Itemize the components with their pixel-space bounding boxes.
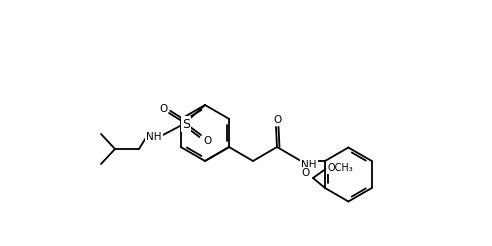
Text: O: O (302, 168, 310, 178)
Text: NH: NH (301, 160, 317, 170)
Text: O: O (273, 115, 281, 125)
Text: NH: NH (146, 132, 162, 142)
Text: O: O (159, 104, 167, 114)
Text: O: O (203, 136, 211, 146)
Text: OCH₃: OCH₃ (327, 163, 353, 173)
Text: S: S (182, 118, 190, 130)
